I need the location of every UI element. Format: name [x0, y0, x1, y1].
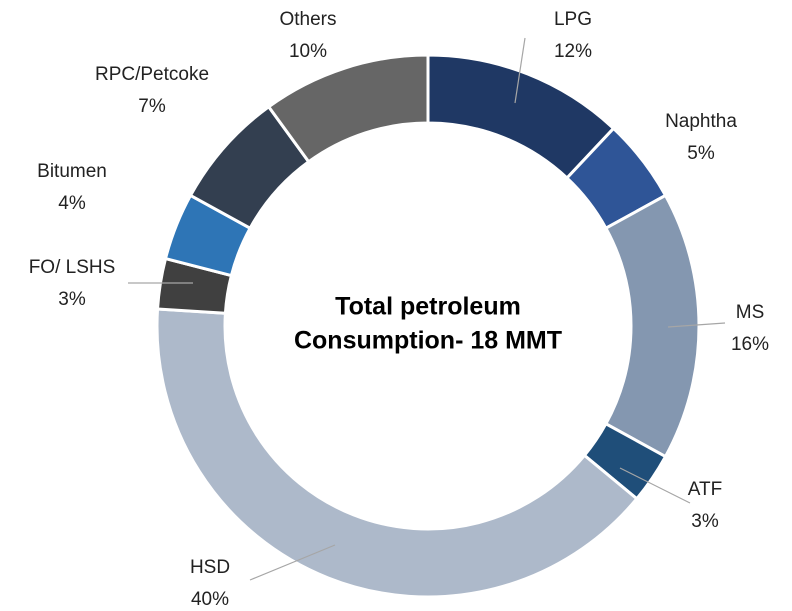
- slice-value-label: 3%: [691, 511, 719, 532]
- slice-value-label: 5%: [687, 143, 715, 164]
- slice-value-label: 10%: [289, 41, 327, 62]
- slice-label: LPG: [554, 9, 592, 30]
- slice-label: Bitumen: [37, 161, 107, 182]
- slice-label: MS: [736, 302, 765, 323]
- center-title: Consumption- 18 MMT: [294, 327, 562, 355]
- slice-value-label: 3%: [58, 289, 86, 310]
- leader-line: [667, 322, 726, 328]
- slice-value-label: 16%: [731, 334, 769, 355]
- leader-line: [249, 544, 336, 581]
- leader-line: [619, 467, 691, 504]
- slice-label: FO/ LSHS: [29, 257, 116, 278]
- donut-slice: [155, 307, 639, 599]
- slice-label: RPC/Petcoke: [95, 64, 209, 85]
- slice-label: HSD: [190, 557, 230, 578]
- slice-label: Naphtha: [665, 111, 737, 132]
- slice-value-label: 40%: [191, 589, 229, 610]
- slice-label: Others: [279, 9, 336, 30]
- donut-slice: [266, 53, 430, 164]
- slice-label: ATF: [688, 479, 722, 500]
- slice-value-label: 4%: [58, 193, 86, 214]
- center-title: Total petroleum: [335, 293, 521, 321]
- leader-line: [514, 37, 526, 104]
- slice-value-label: 7%: [138, 96, 166, 117]
- slice-value-label: 12%: [554, 41, 592, 62]
